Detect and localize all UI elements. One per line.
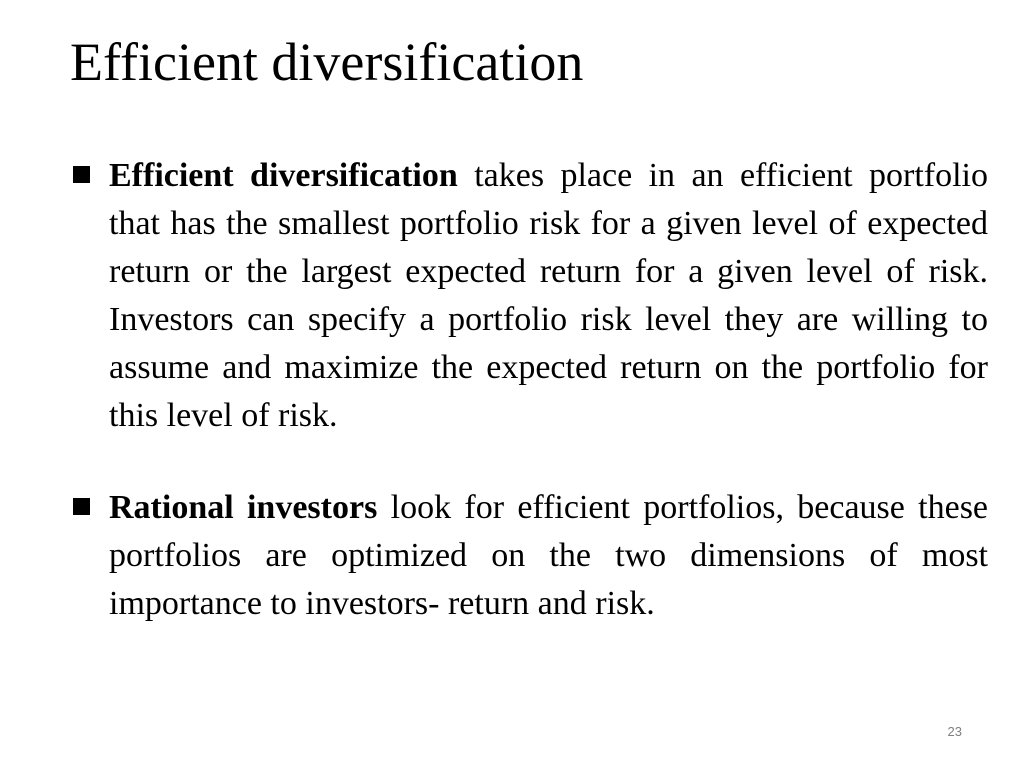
bullet-item-efficient-diversification: Efficient diversification takes place in…	[72, 152, 988, 440]
square-bullet-icon	[73, 498, 90, 515]
bullet-text: look for efficient portfolios, because t…	[109, 489, 989, 622]
bullet-text: takes place in an efficient portfolio th…	[109, 157, 989, 434]
slide-title: Efficient diversification	[70, 32, 584, 92]
page-number: 23	[947, 724, 962, 739]
bullet-term: Rational investors	[109, 489, 378, 526]
bullet-list: Efficient diversification takes place in…	[72, 152, 988, 672]
square-bullet-icon	[73, 166, 90, 183]
bullet-term: Efficient diversification	[109, 157, 458, 194]
bullet-item-rational-investors: Rational investors look for efficient po…	[72, 484, 988, 628]
